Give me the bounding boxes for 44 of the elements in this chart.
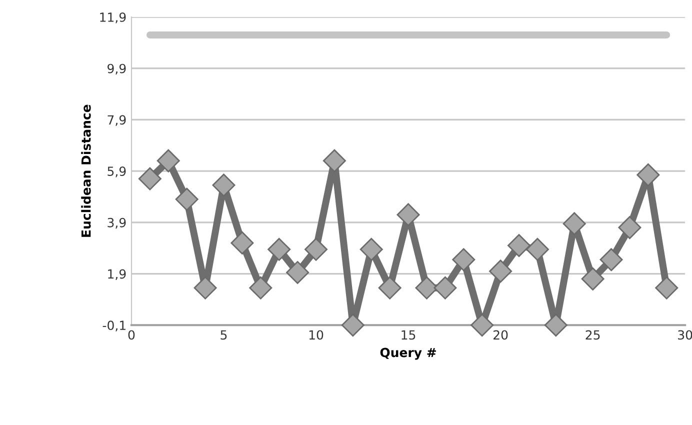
point — [618, 216, 642, 240]
y-tick-label: 1,9 — [108, 269, 126, 280]
point — [378, 276, 402, 300]
x-axis-title: Query # — [380, 348, 436, 360]
point — [508, 234, 530, 258]
point — [304, 238, 328, 261]
point — [156, 149, 180, 172]
y-tick-label: 3,9 — [108, 218, 126, 229]
point — [470, 314, 494, 337]
point — [600, 248, 623, 272]
point — [581, 267, 604, 290]
point — [562, 212, 586, 236]
point — [341, 314, 364, 337]
point — [452, 248, 476, 272]
point — [489, 260, 512, 283]
point — [360, 238, 383, 261]
point — [322, 149, 346, 172]
point — [286, 260, 310, 284]
point — [636, 163, 660, 186]
y-axis-title: Euclidean Distance — [81, 104, 91, 237]
point — [544, 314, 568, 337]
point — [249, 276, 272, 300]
point — [230, 231, 254, 254]
x-tick-label: 30 — [678, 330, 692, 340]
point — [175, 188, 198, 211]
y-tick-label: 7,9 — [108, 115, 126, 126]
point — [434, 276, 457, 300]
y-tick-label: -0,1 — [102, 320, 126, 332]
x-tick-label: 0 — [128, 330, 135, 340]
point — [526, 238, 549, 261]
y-tick-label: 5,9 — [108, 166, 126, 178]
point — [194, 276, 217, 300]
x-tick-label: 25 — [586, 330, 600, 340]
x-tick-label: 5 — [220, 330, 227, 340]
x-tick-label: 20 — [494, 330, 508, 340]
point — [655, 276, 678, 300]
point — [138, 167, 162, 190]
point — [396, 203, 420, 226]
y-tick-label: 11,9 — [100, 12, 126, 24]
point — [212, 174, 236, 197]
x-tick-label: 10 — [309, 330, 324, 340]
point — [268, 238, 291, 261]
y-tick-label: 9,9 — [108, 64, 126, 75]
x-tick-label: 15 — [402, 330, 416, 340]
